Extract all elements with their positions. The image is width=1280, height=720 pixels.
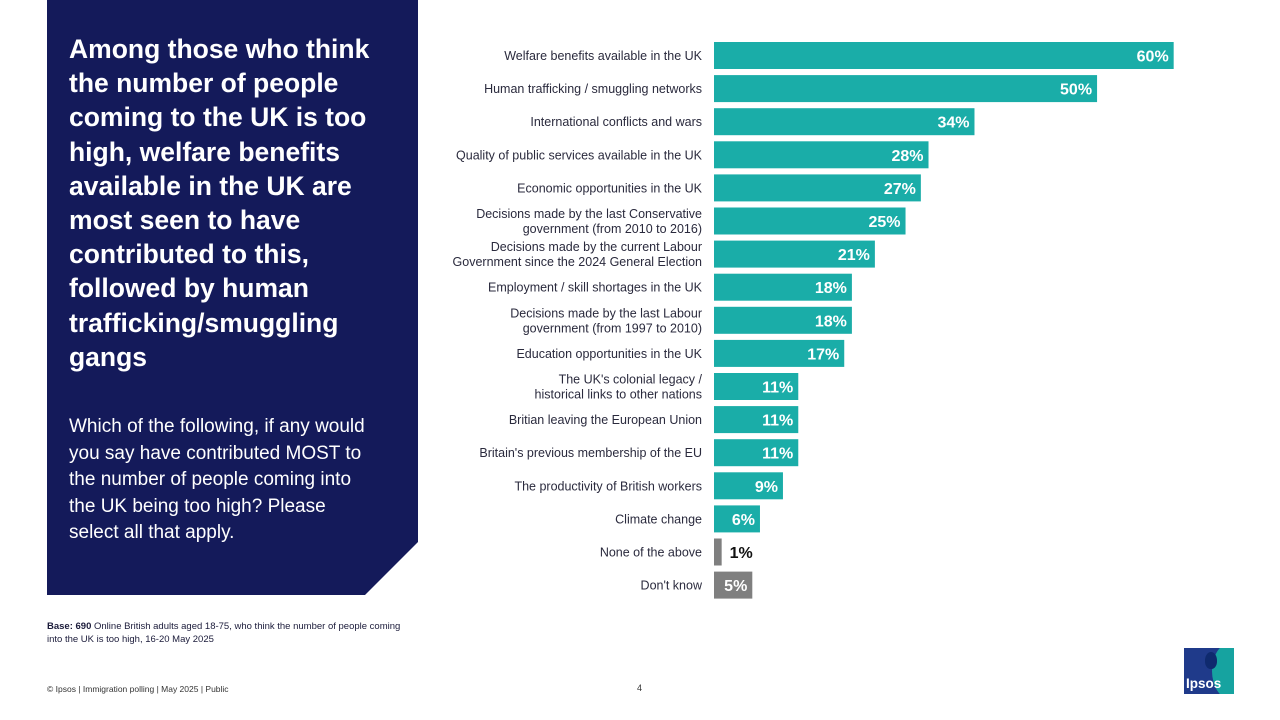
category-label-15: None of the above [600, 546, 702, 560]
base-note-text: Online British adults aged 18-75, who th… [47, 621, 401, 645]
bar-12 [714, 439, 799, 467]
bar-11 [714, 406, 799, 434]
value-label-6: 21% [838, 247, 870, 264]
category-label-14: Climate change [615, 512, 702, 526]
bar-chart: Welfare benefits available in the UK 60% H… [453, 42, 1174, 599]
category-label-3: Quality of public services available in … [456, 148, 703, 162]
value-label-2: 34% [937, 115, 969, 132]
category-label-1: Human trafficking / smuggling networks [484, 82, 702, 96]
value-label-16: 5% [724, 578, 747, 595]
value-label-15: 1% [730, 545, 753, 562]
logo-swoosh-icon [1212, 648, 1234, 694]
category-label-0: Welfare benefits available in the UK [504, 49, 702, 63]
value-label-7: 18% [815, 280, 847, 297]
page-title: Among those who think the number of peop… [69, 34, 370, 372]
category-label-12: Britain's previous membership of the EU [479, 446, 702, 460]
category-label-2: International conflicts and wars [530, 115, 702, 129]
bar-2 [714, 108, 975, 136]
bar-0 [714, 42, 1174, 69]
value-label-3: 28% [891, 148, 923, 165]
ipsos-logo: Ipsos [1184, 648, 1234, 694]
bar-15 [714, 538, 722, 566]
category-label-5: Decisions made by the last Conservative g… [476, 207, 702, 236]
bar-10 [714, 373, 799, 400]
value-label-12: 11% [762, 446, 793, 463]
footer-text: © Ipsos | Immigration polling | May 2025… [47, 684, 229, 694]
category-label-10: The UK's colonial legacy / historical lin… [535, 373, 703, 402]
category-label-7: Employment / skill shortages in the UK [488, 281, 703, 295]
value-label-10: 11% [762, 380, 793, 397]
category-label-8: Decisions made by the last Labour governm… [510, 306, 702, 335]
value-label-14: 6% [732, 512, 755, 529]
value-label-9: 17% [807, 346, 839, 363]
category-label-9: Education opportunities in the UK [516, 347, 702, 361]
category-label-16: Don't know [641, 579, 703, 593]
value-label-5: 25% [869, 214, 901, 231]
category-label-11: Britian leaving the European Union [509, 413, 702, 427]
value-label-11: 11% [762, 413, 793, 430]
base-note: Base: 690 Online British adults aged 18-… [47, 620, 407, 646]
bar-8 [714, 306, 852, 334]
category-label-6: Decisions made by the current Labour Gove… [453, 240, 702, 269]
logo-wordmark: Ipsos [1186, 676, 1222, 691]
bar-5 [714, 207, 906, 235]
logo-mark-icon [1205, 652, 1217, 669]
survey-question: Which of the following, if any would you… [69, 416, 365, 544]
bar-4 [714, 174, 921, 202]
value-label-4: 27% [884, 181, 916, 198]
category-label-4: Economic opportunities in the UK [517, 181, 702, 195]
value-label-8: 18% [815, 313, 847, 330]
category-label-13: The productivity of British workers [514, 479, 702, 493]
bar-16 [714, 571, 753, 599]
bar-9 [714, 339, 845, 367]
title-panel: Among those who think the number of peop… [47, 0, 418, 595]
page-number: 4 [637, 683, 643, 693]
bar-7 [714, 273, 852, 301]
bar-13 [714, 472, 783, 500]
bar-1 [714, 75, 1098, 103]
bar-3 [714, 141, 929, 169]
bar-14 [714, 505, 760, 533]
value-label-1: 50% [1060, 82, 1092, 99]
value-label-13: 9% [755, 479, 778, 496]
value-label-0: 60% [1137, 49, 1169, 66]
base-note-bold: Base: 690 [47, 621, 92, 632]
bar-6 [714, 240, 875, 268]
